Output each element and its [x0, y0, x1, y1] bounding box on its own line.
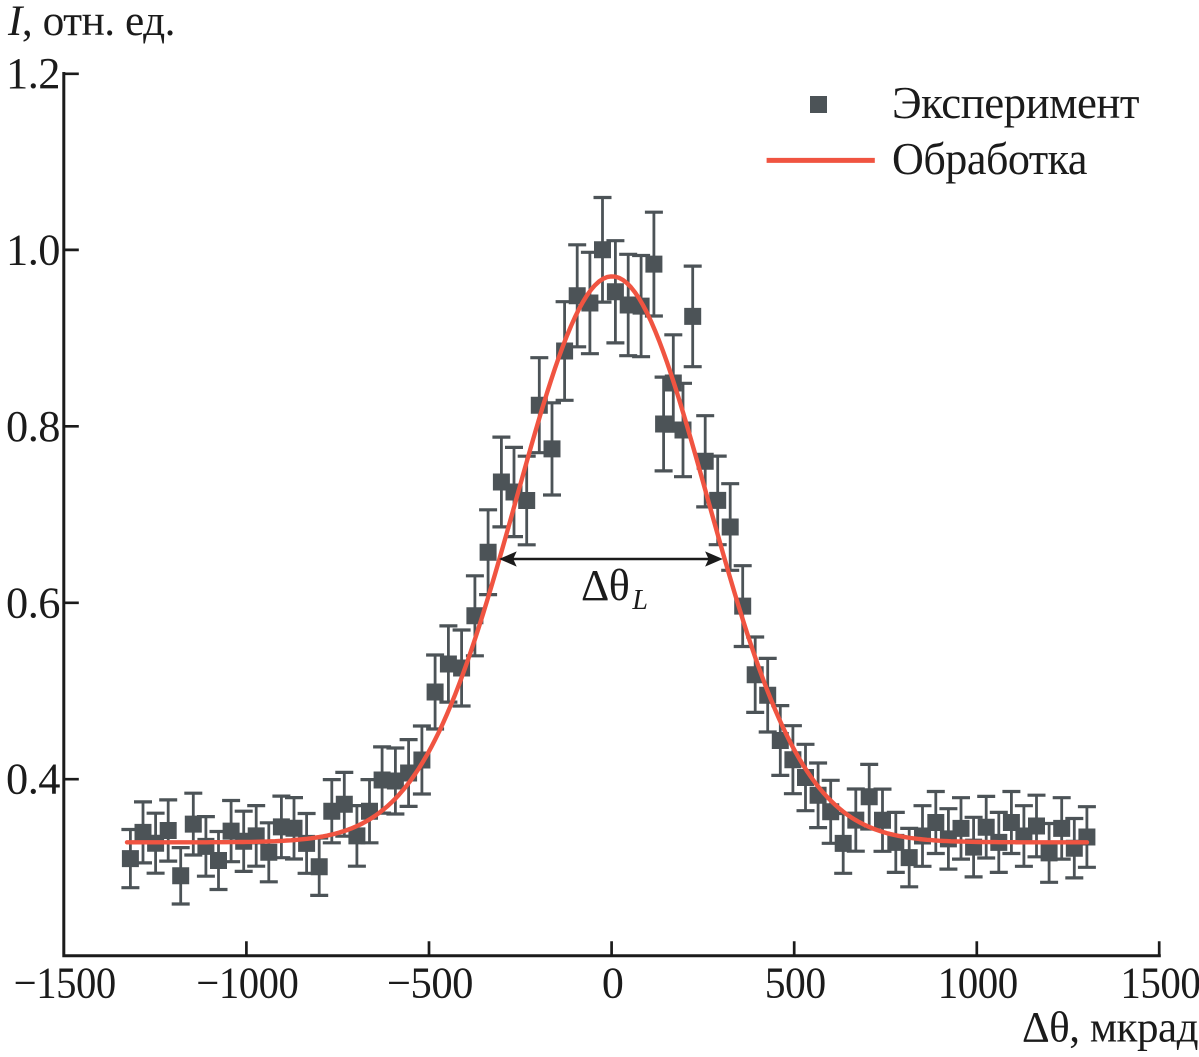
svg-text:500: 500	[765, 959, 826, 1008]
svg-text:Δθ, мкрад: Δθ, мкрад	[1022, 1005, 1198, 1052]
svg-text:0.8: 0.8	[6, 402, 60, 451]
svg-text:0: 0	[602, 959, 624, 1008]
svg-text:1.2: 1.2	[6, 49, 60, 98]
svg-text:1500: 1500	[1120, 959, 1199, 1008]
svg-text:1.0: 1.0	[6, 225, 60, 274]
svg-text:I, отн. ед.: I, отн. ед.	[7, 0, 175, 45]
svg-text:−1000: −1000	[196, 959, 298, 1008]
svg-text:0.6: 0.6	[6, 578, 60, 627]
svg-text:−1500: −1500	[14, 959, 116, 1008]
svg-text:1000: 1000	[938, 959, 1018, 1008]
svg-text:0.4: 0.4	[6, 755, 61, 804]
svg-text:Эксперимент: Эксперимент	[892, 78, 1139, 128]
svg-text:Обработка: Обработка	[892, 134, 1088, 184]
svg-text:−500: −500	[387, 959, 473, 1008]
